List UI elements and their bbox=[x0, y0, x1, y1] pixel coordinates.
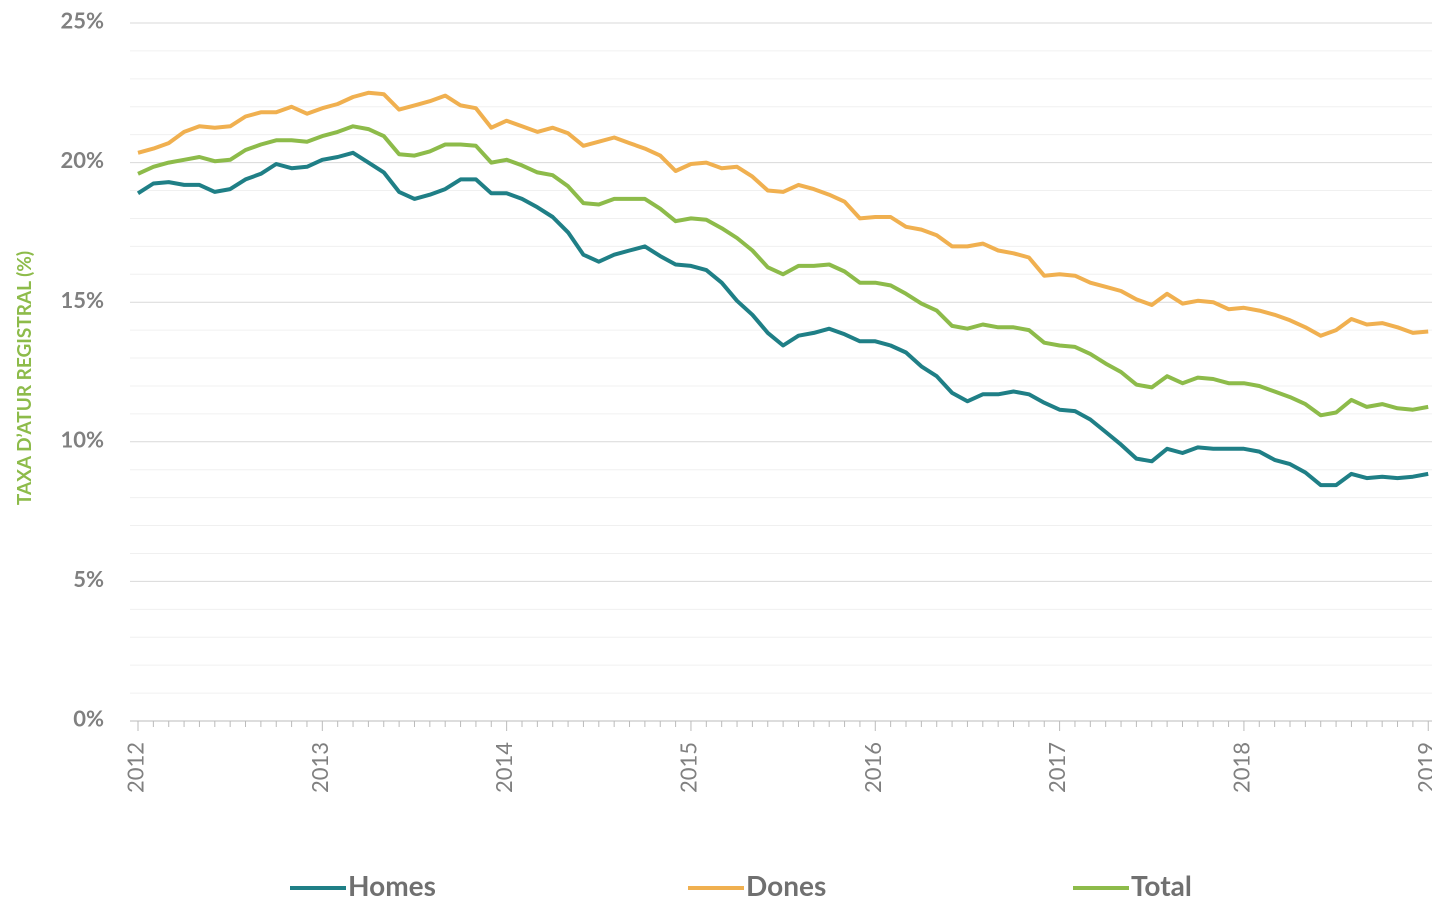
y-tick-label: 15% bbox=[60, 286, 104, 313]
x-tick-label: 2019 bbox=[1412, 742, 1432, 793]
x-tick-label: 2015 bbox=[675, 742, 702, 793]
x-tick-label: 2013 bbox=[306, 742, 333, 793]
x-tick-label: 2018 bbox=[1227, 742, 1254, 793]
x-tick-label: 2014 bbox=[490, 742, 517, 793]
y-tick-label: 10% bbox=[60, 425, 104, 452]
y-tick-label: 20% bbox=[60, 146, 104, 173]
x-tick-label: 2017 bbox=[1043, 742, 1070, 793]
x-tick-label: 2012 bbox=[122, 742, 149, 793]
legend-label: Dones bbox=[746, 868, 826, 902]
line-series bbox=[137, 90, 1429, 338]
y-tick-label: 0% bbox=[73, 705, 104, 732]
legend-label: Total bbox=[1131, 868, 1192, 902]
line-series bbox=[137, 124, 1429, 418]
y-tick-label: 25% bbox=[60, 7, 104, 34]
y-axis-label: TAXA D’ATUR REGISTRAL (%) bbox=[13, 251, 36, 505]
legend-label: Homes bbox=[348, 868, 436, 902]
y-tick-label: 5% bbox=[73, 565, 104, 592]
x-tick-label: 2016 bbox=[859, 742, 886, 793]
line-series bbox=[136, 150, 1429, 488]
